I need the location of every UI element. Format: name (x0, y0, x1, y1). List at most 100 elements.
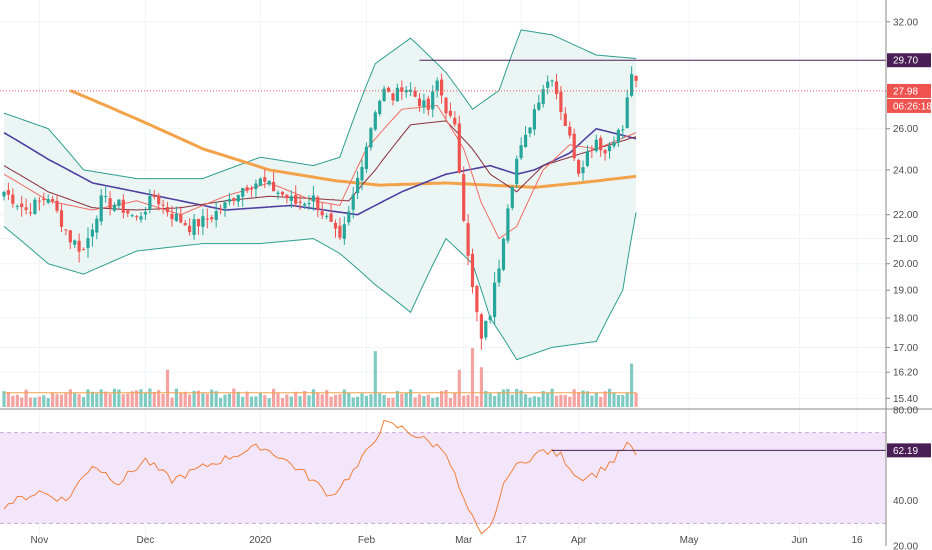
volume-bar (342, 389, 346, 407)
rsi-value-tag-label: 62.19 (893, 446, 918, 457)
candle-body (391, 93, 395, 101)
candle-body (42, 198, 46, 201)
volume-bar (121, 394, 125, 407)
volume-bar (470, 348, 475, 407)
candle-body (90, 229, 94, 237)
volume-bar (165, 369, 170, 407)
candle-body (59, 210, 64, 227)
time-tick-label: Apr (571, 535, 587, 546)
candle-body (2, 191, 6, 197)
candle-body (307, 203, 311, 204)
time-tick-label: Feb (358, 535, 376, 546)
candle-body (440, 79, 444, 96)
volume-bar (117, 389, 121, 407)
candle-body (121, 199, 125, 213)
rsi-tick-label: 80.00 (893, 406, 918, 417)
volume-bar (205, 393, 209, 407)
volume-bar (594, 392, 598, 407)
price-tick-label: 17.00 (893, 343, 918, 354)
time-tick-label: 16 (851, 535, 863, 546)
volume-bar (325, 390, 329, 407)
candle-body (422, 100, 426, 108)
last-price-tag-label: 27.98 (893, 86, 918, 97)
candle-body (112, 205, 117, 211)
volume-bar (263, 395, 267, 407)
volume-bar (466, 394, 470, 407)
volume-bar (563, 395, 567, 407)
volume-bar (210, 389, 214, 407)
reference-lines (0, 59, 932, 410)
time-tick-label: Nov (30, 535, 48, 546)
resistance-tag-label: 29.70 (893, 56, 918, 67)
volume-bar (55, 394, 59, 407)
candle-body (466, 223, 470, 256)
volume-bar (607, 388, 612, 407)
volume-bar (333, 394, 338, 407)
volume-bar (435, 397, 439, 407)
candle-body (519, 145, 523, 159)
candle-body (28, 212, 33, 214)
candle-body (493, 282, 497, 317)
candle-body (245, 187, 249, 191)
volume-bar (585, 391, 589, 407)
bollinger-lower-line (3, 212, 637, 361)
volume-bar (20, 397, 24, 407)
volume-bar (143, 392, 147, 407)
volume-bar (130, 391, 134, 407)
volume-bar (634, 392, 638, 407)
candle-body (497, 268, 501, 283)
candle-body (510, 186, 514, 208)
price-tick-label: 20.00 (893, 259, 918, 270)
candle-body (15, 205, 19, 207)
bollinger-upper-line (3, 29, 637, 180)
candle-body (475, 285, 479, 313)
candle-body (126, 210, 130, 214)
volume-bar (457, 369, 461, 407)
candle-body (130, 215, 134, 217)
candle-body (501, 238, 506, 270)
candle-body (479, 314, 483, 339)
volume-bar (232, 388, 236, 407)
candle-body (139, 216, 143, 220)
candle-body (426, 98, 430, 110)
volume-bar (37, 396, 41, 407)
volume-bar (351, 397, 355, 407)
volume-bar (409, 389, 413, 407)
resistance-tag-box (887, 53, 931, 68)
time-tick-label: Dec (137, 535, 155, 546)
volume-bar (254, 396, 258, 407)
volume-bar (227, 393, 231, 407)
candle-body (634, 75, 638, 81)
volume-bar (497, 392, 501, 407)
volume-bar (360, 393, 364, 407)
volume-bar (364, 395, 368, 407)
candle-body (303, 203, 307, 206)
volume-bar (6, 392, 10, 407)
candle-body (568, 126, 572, 136)
moving-average-mid-line (3, 127, 637, 216)
candle-body (417, 98, 422, 106)
rsi-value-tag-box (887, 443, 931, 458)
price-tick-label: 26.00 (893, 124, 918, 135)
candle-body (143, 211, 147, 215)
candle-body (360, 167, 364, 181)
volume-bar (170, 397, 174, 407)
volume-bar (11, 395, 15, 407)
candlesticks[interactable] (2, 66, 638, 350)
candle-body (183, 223, 187, 226)
volume-bar (484, 391, 488, 407)
price-tick-label: 24.00 (893, 165, 918, 176)
volume-bar (519, 390, 523, 407)
volume-bar (417, 394, 422, 407)
candle-body (73, 240, 77, 245)
candle-body (205, 218, 209, 220)
candle-body (621, 129, 625, 131)
volume-bar (42, 395, 46, 407)
countdown-tag-label: 06:26:18 (893, 101, 932, 112)
candle-body (356, 177, 360, 194)
candle-body (616, 129, 620, 143)
volume-bar (249, 396, 254, 407)
candle-body (174, 214, 178, 221)
volume-bar (356, 396, 360, 407)
